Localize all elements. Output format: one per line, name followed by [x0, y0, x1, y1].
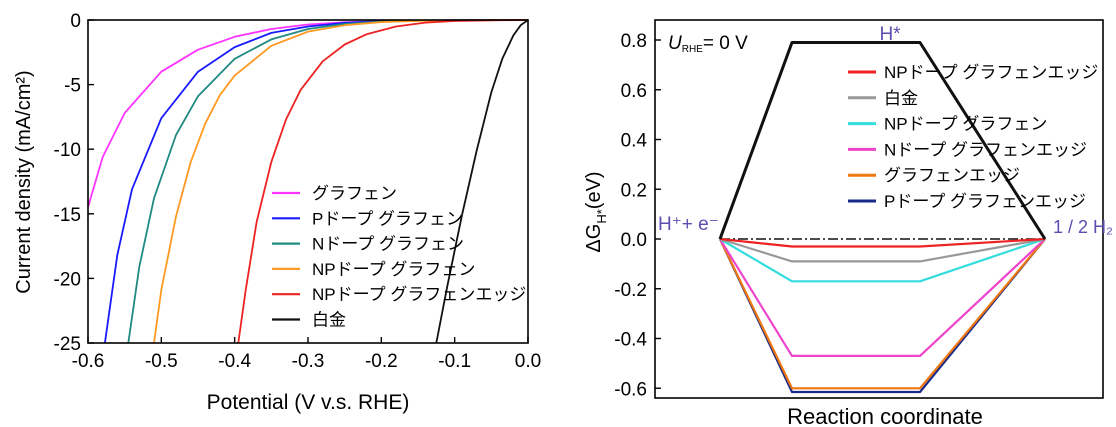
left-y-tick-label: -10	[54, 140, 81, 161]
right-y-tick-label: -0.4	[614, 330, 647, 351]
left-legend-label: 白金	[312, 311, 346, 330]
right-legend-label: Pドープ グラフェンエッジ	[884, 192, 1086, 211]
rhe-condition-value: = 0 V	[703, 33, 748, 54]
right-series-グラフェンエッジ	[719, 238, 1046, 390]
right-series-NPドープ-グラフェン	[719, 237, 1046, 283]
right-y-axis-sub: H*	[594, 209, 609, 223]
state-label-h-star: H*	[879, 24, 901, 45]
right-series-layer	[718, 41, 1047, 394]
left-y-tick-label: -25	[54, 334, 81, 355]
right-chart: 0.8 0.6 0.4 0.2 0.0 -0.2 -0.4 -0.6 Reaction coo…	[583, 19, 1113, 427]
right-y-axis-title: ΔGH*(eV)	[583, 171, 609, 252]
left-x-tick-label: -0.6	[72, 351, 105, 372]
left-series-NPドープ-グラフェンエッジ	[237, 19, 529, 344]
right-plot-frame	[654, 19, 1104, 399]
right-y-axis-symbol: ΔG	[583, 224, 605, 253]
left-x-tick-label: -0.3	[292, 351, 325, 372]
left-x-tick-label: -0.2	[365, 351, 398, 372]
right-x-axis-title: Reaction coordinate	[787, 404, 983, 427]
left-x-tick-label: 0.0	[515, 351, 541, 372]
right-axis-ticks: 0.8 0.6 0.4 0.2 0.0 -0.2 -0.4 -0.6	[614, 31, 661, 400]
rhe-condition-sub: RHE	[682, 44, 703, 55]
left-legend-label: NPドープ グラフェン	[312, 260, 475, 279]
right-legend-label: Nドープ グラフェンエッジ	[884, 140, 1087, 159]
state-label-final: 1 / 2 H₂	[1053, 217, 1113, 237]
left-axis-ticks: -0.6 -0.5 -0.4 -0.3 -0.2 -0.1 0.0 0 -5 -10 -15 -20 -…	[54, 11, 542, 372]
right-series-NPドープ-グラフェンエッジ	[719, 237, 1046, 248]
right-y-tick-label: 0.0	[621, 230, 647, 251]
left-legend: グラフェン Pドープ グラフェン Nドープ グラフェン NPドープ グラフェン NPドー…	[272, 184, 526, 330]
h-star-path	[718, 41, 1047, 240]
right-legend-label: グラフェンエッジ	[884, 166, 1020, 185]
left-x-tick-label: -0.1	[438, 351, 471, 372]
left-x-axis-title: Potential (V v.s. RHE)	[207, 391, 410, 414]
right-legend-label: NPドープ グラフェン	[884, 115, 1047, 134]
left-y-tick-label: -5	[64, 76, 81, 97]
right-y-tick-label: 0.6	[621, 81, 647, 102]
left-chart: -0.6 -0.5 -0.4 -0.3 -0.2 -0.1 0.0 0 -5 -10 -15 -20 -…	[13, 11, 541, 414]
right-series-Nドープ-グラフェンエッジ	[719, 238, 1046, 357]
left-y-tick-label: 0	[70, 11, 81, 32]
rhe-condition-symbol: U	[668, 33, 682, 54]
rhe-condition: URHE= 0 V	[668, 33, 748, 55]
left-legend-label: Nドープ グラフェン	[312, 235, 464, 254]
left-series-白金	[435, 19, 529, 344]
left-y-tick-label: -15	[54, 205, 81, 226]
left-legend-label: Pドープ グラフェン	[312, 209, 463, 228]
left-legend-label: NPドープ グラフェンエッジ	[312, 285, 526, 304]
right-y-tick-label: 0.2	[621, 180, 647, 201]
left-series-グラフェン	[87, 19, 529, 208]
right-y-tick-label: 0.4	[621, 131, 648, 152]
left-legend-label: グラフェン	[312, 184, 397, 203]
right-y-tick-label: -0.2	[614, 280, 647, 301]
right-series-白金	[719, 237, 1046, 263]
left-y-tick-label: -20	[54, 269, 81, 290]
right-legend-label: NPドープ グラフェンエッジ	[884, 63, 1098, 82]
right-y-tick-label: -0.6	[614, 379, 647, 400]
left-y-axis-title: Current density (mA/cm²)	[13, 70, 35, 293]
left-x-tick-label: -0.4	[218, 351, 251, 372]
left-x-tick-label: -0.5	[145, 351, 178, 372]
right-y-tick-label: 0.8	[621, 31, 647, 52]
state-label-initial: H⁺+ e⁻	[658, 214, 719, 235]
right-legend-label: 白金	[884, 89, 918, 108]
right-y-axis-unit: (eV)	[583, 171, 605, 209]
